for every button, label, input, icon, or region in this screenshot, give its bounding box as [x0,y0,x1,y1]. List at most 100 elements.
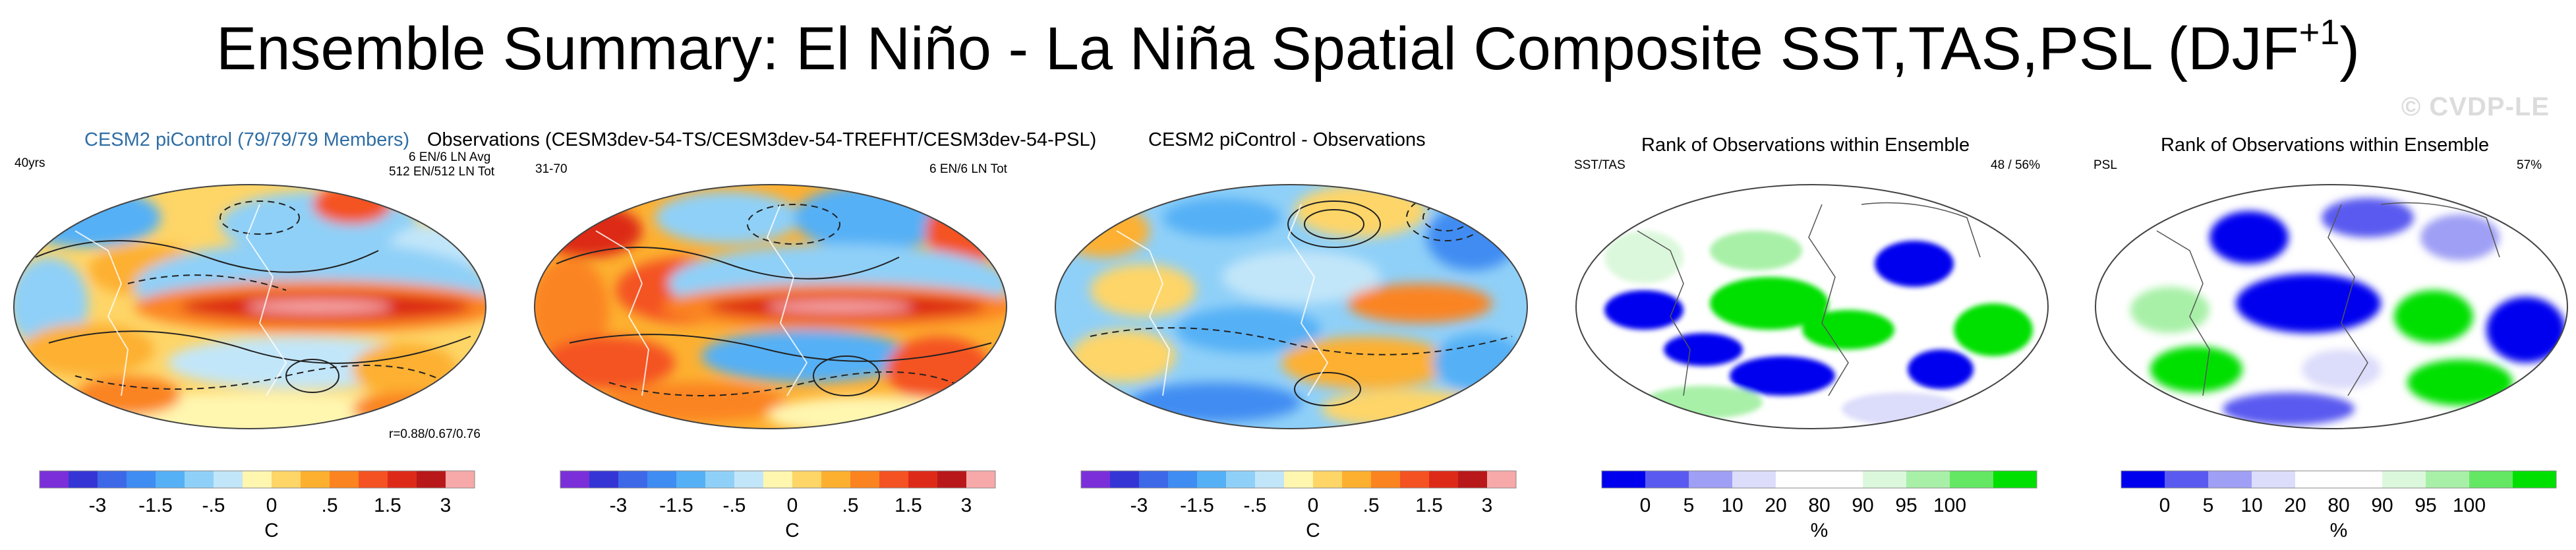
colorbar-swatch [618,471,648,488]
colorbar-unit-label: C [785,520,800,541]
colorbar-swatch [1689,471,1733,488]
watermark: © CVDP-LE [2401,92,2550,121]
colorbar-swatch [243,471,272,488]
colorbar-tick-label: 100 [1933,495,1966,516]
colorbar-swatch [301,471,330,488]
colorbar-swatch [127,471,156,488]
colorbar-tick-label: -3 [89,495,107,516]
colorbar-tick-label: 80 [2327,495,2349,516]
colorbar-swatch [1776,471,1820,488]
colorbar-swatch [98,471,127,488]
colorbar-swatch [1863,471,1907,488]
colorbar-swatch [1400,471,1430,488]
colorbar-swatch [185,471,214,488]
panel-rank-sst-label: SST/TAS [1574,158,1625,172]
colorbar-swatch [1732,471,1776,488]
colorbar-swatch [908,471,938,488]
colorbar-swatch [937,471,967,488]
colorbar-tick-label: 1.5 [894,495,922,516]
panel-title-rank-psl: Rank of Observations within Ensemble [2161,135,2490,156]
colorbar-swatch [1168,471,1198,488]
colorbar-tick-label: -3 [1130,495,1148,516]
colorbar-tick-label: 0 [787,495,798,516]
colorbar-tick-label: 1.5 [1415,495,1443,516]
colorbar-outline [1601,470,2037,489]
colorbar-swatch [359,471,388,488]
colorbar-outline [1080,470,1517,489]
panel-observations-years: 31-70 [535,162,568,176]
colorbar-swatch [272,471,301,488]
colorbar-tick-label: 3 [440,495,452,516]
colorbar-tick-label: 3 [961,495,972,516]
colorbar-tick-label: 0 [2159,495,2171,516]
colorbar-tick-label: 80 [1808,495,1830,516]
colorbar-unit-label: C [1306,520,1320,541]
colorbar-tick-label: 95 [1895,495,1917,516]
colorbar-swatch [156,471,185,488]
panel-ensemble-avg: 6 EN/6 LN Avg [409,150,491,164]
colorbar-tick-label: -1.5 [659,495,693,516]
colorbar-swatch [417,471,446,488]
map-ensemble [13,184,486,429]
colorbar-swatch [705,471,735,488]
colorbar-rank-psl: 0 5 10 20 80 90 95 100% [2121,470,2557,541]
map-rank-psl [2095,184,2568,429]
colorbar-swatch [1226,471,1256,488]
colorbar-tick-label: 5 [2203,495,2214,516]
colorbar-swatch [1906,471,1950,488]
colorbar-swatch [763,471,793,488]
colorbar-swatch [1993,471,2037,488]
colorbar-swatch [647,471,677,488]
colorbar-tick-label: .5 [842,495,858,516]
panel-rank-sst-percent: 48 / 56% [1991,158,2040,172]
colorbar-swatch [879,471,909,488]
colorbar-swatch [1950,471,1994,488]
colorbar-swatch [1255,471,1285,488]
colorbar-swatch [330,471,359,488]
colorbar-swatch [2165,471,2209,488]
colorbar-swatch [214,471,243,488]
map-rank-sst-tas [1575,184,2049,429]
colorbar-swatch [1819,471,1863,488]
map-observations [534,184,1007,429]
colorbar-unit-label: % [2330,520,2348,541]
colorbar-swatch [2121,471,2165,488]
colorbar-tick-label: 3 [1482,495,1493,516]
colorbar-tick-label: 5 [1683,495,1695,516]
colorbar-tick-label: 20 [1765,495,1786,516]
colorbar-tick-label: 90 [2371,495,2393,516]
colorbar-swatch [2382,471,2426,488]
colorbar-swatch [1081,471,1111,488]
panel-ensemble-correlation: r=0.88/0.67/0.76 [389,427,481,441]
colorbar-swatch [2252,471,2296,488]
panel-rank-psl-percent: 57% [2517,158,2542,172]
panel-title-difference: CESM2 piControl - Observations [1148,129,1426,150]
colorbar-tick-label: 0 [1308,495,1319,516]
colorbar-swatch [589,471,619,488]
colorbar-tick-label: -.5 [202,495,225,516]
colorbar-swatch [1487,471,1517,488]
colorbar-outline [560,470,996,489]
colorbar-swatch [2295,471,2339,488]
colorbar-swatch [1371,471,1401,488]
panel-observations-tot: 6 EN/6 LN Tot [929,162,1007,176]
colorbar-tick-label: 10 [2240,495,2262,516]
colorbar-temperature-observations: -3 -1.5 -.5 0 .5 1.5 3 C [560,470,996,541]
colorbar-swatch [792,471,822,488]
colorbar-tick-label: -3 [610,495,628,516]
colorbar-temperature-ensemble: -3 -1.5 -.5 0 .5 1.5 3 C [39,470,475,541]
colorbar-swatch [40,471,69,488]
colorbar-tick-label: 0 [1640,495,1651,516]
panel-ensemble-tot: 512 EN/512 LN Tot [389,165,495,179]
colorbar-tick-label: .5 [321,495,337,516]
colorbar-swatch [2426,471,2470,488]
colorbar-tick-label: -.5 [1243,495,1266,516]
colorbar-tick-label: -1.5 [1180,495,1214,516]
colorbar-swatch [388,471,417,488]
colorbar-swatch [2469,471,2513,488]
panel-title-observations: Observations (CESM3dev-54-TS/CESM3dev-54… [427,129,1097,150]
colorbar-tick-label: 1.5 [374,495,401,516]
colorbar-temperature-difference: -3 -1.5 -.5 0 .5 1.5 3 C [1080,470,1517,541]
colorbar-swatch [2208,471,2252,488]
colorbar-swatch [2339,471,2383,488]
